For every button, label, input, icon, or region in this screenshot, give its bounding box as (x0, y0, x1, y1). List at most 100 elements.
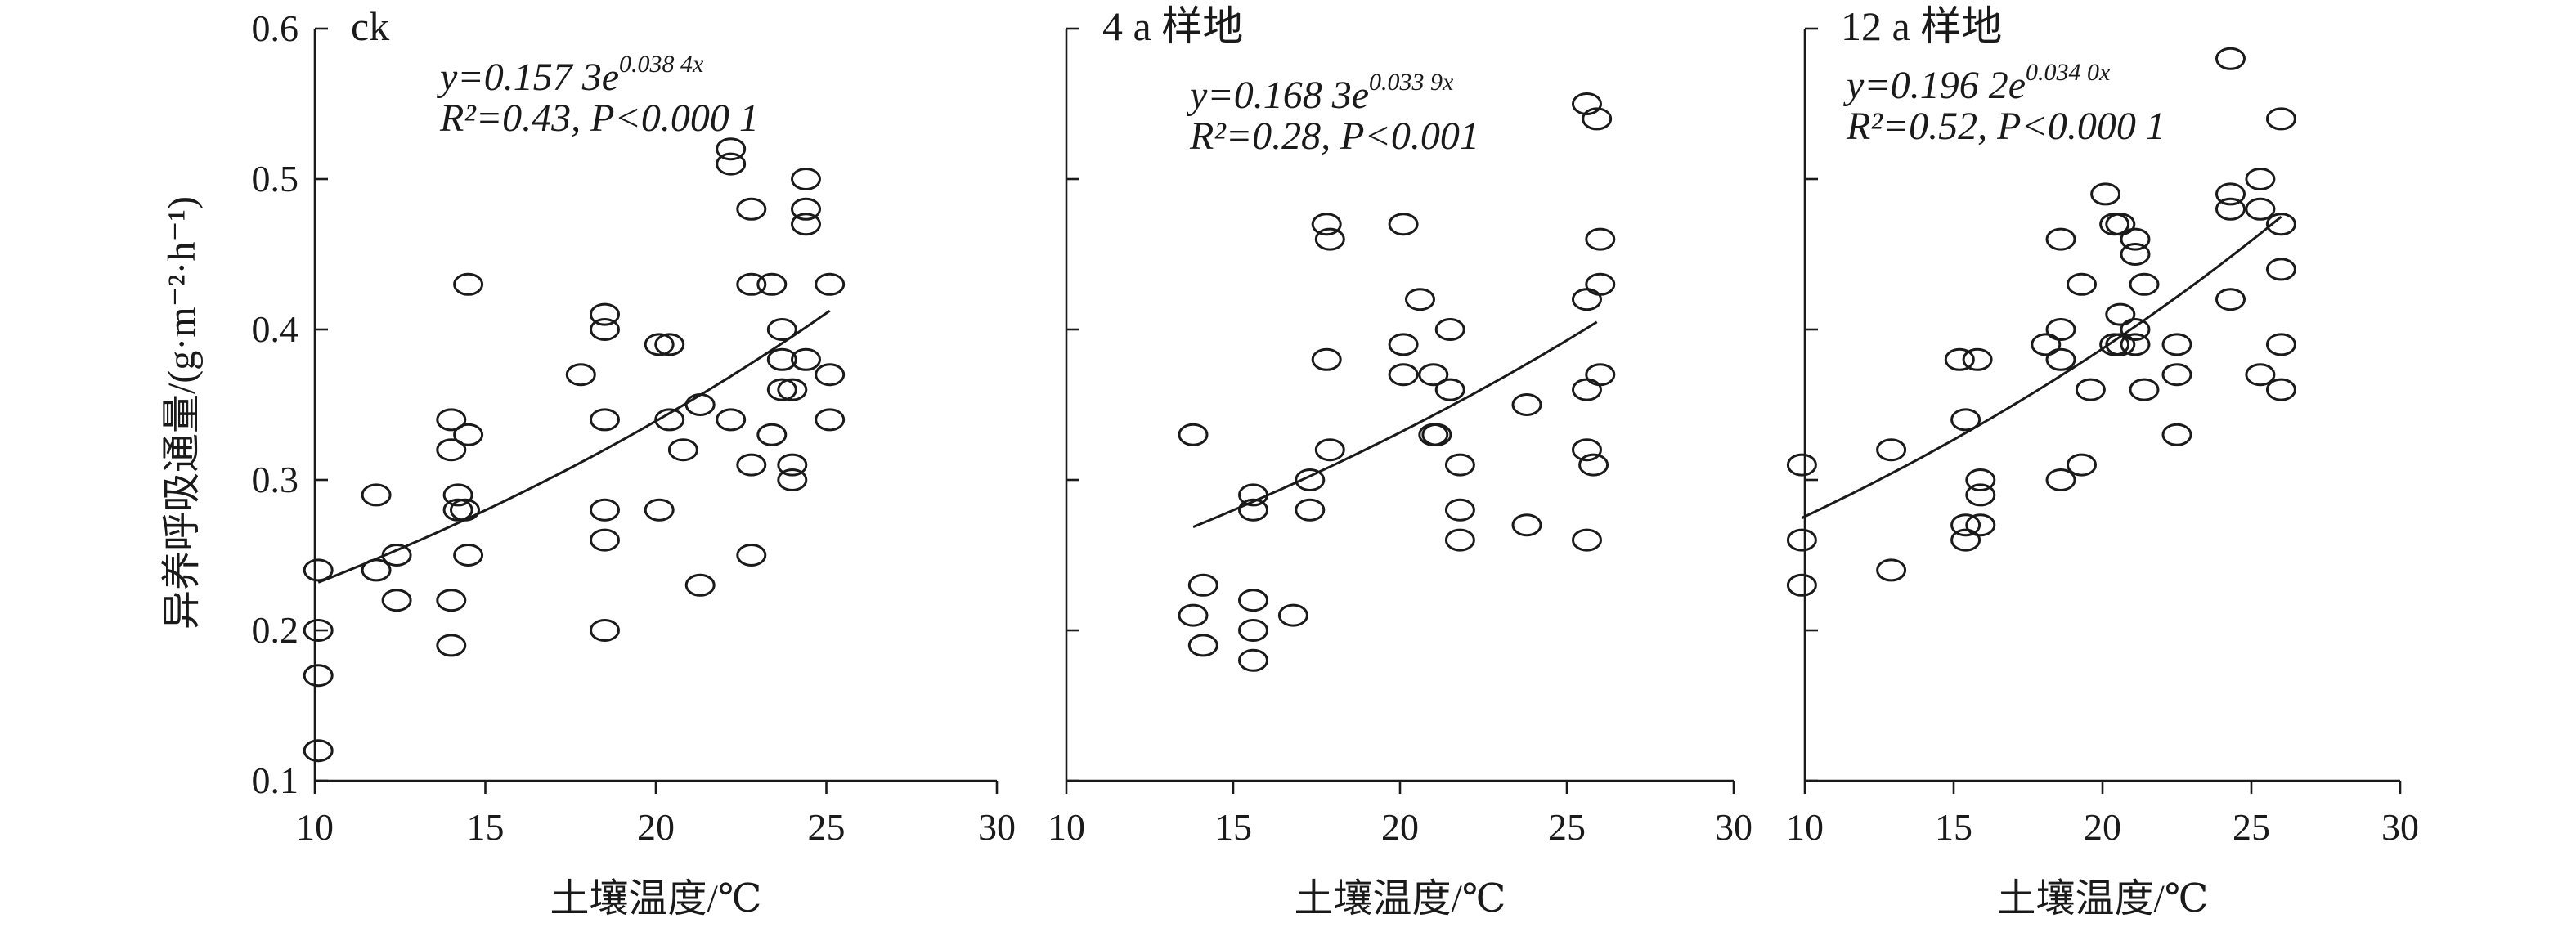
x-tick-label: 30 (2381, 806, 2419, 848)
data-point (1388, 363, 1419, 387)
x-tick-label: 30 (1715, 806, 1752, 848)
data-point (2265, 107, 2296, 131)
data-point (1238, 619, 1268, 642)
x-tick-label: 10 (1048, 806, 1085, 848)
data-point (453, 423, 484, 446)
x-tick-label: 25 (1548, 806, 1586, 848)
data-point (2120, 243, 2151, 266)
x-tick-label: 30 (978, 806, 1016, 848)
chart-panel-1: 0.1 0.2 0.3 0.4 0.5 0.6 10 15 20 25 30 土壤温度/℃ ck y=0.… (252, 3, 1016, 921)
data-point (2120, 318, 2151, 341)
x-tick-label: 20 (637, 806, 675, 848)
data-point (716, 408, 747, 432)
data-point (716, 152, 747, 176)
data-point (2105, 213, 2136, 236)
x-axis-label: 土壤温度/℃ (550, 877, 761, 921)
data-point (1314, 438, 1345, 462)
data-point (644, 333, 675, 356)
data-point (436, 634, 467, 657)
data-point (1314, 227, 1345, 251)
y-tick-label: 0.4 (252, 308, 299, 350)
data-point (1965, 483, 1996, 507)
data-point (590, 302, 620, 326)
data-point (1950, 528, 1981, 552)
data-point (1572, 92, 1602, 115)
x-tick-label: 20 (2084, 806, 2121, 848)
x-tick-label: 10 (296, 806, 334, 848)
data-point (2105, 333, 2136, 356)
data-point (1418, 363, 1449, 387)
data-point (736, 197, 767, 221)
data-point (1950, 513, 1981, 537)
fit-equation: y=0.196 2e0.034 0x (1842, 59, 2111, 107)
data-point (1582, 107, 1613, 131)
data-point (815, 408, 846, 432)
data-point (2245, 168, 2276, 190)
data-point (590, 528, 620, 552)
data-point (1585, 227, 1616, 251)
y-axis-label: 异养呼吸通量/(g·m⁻²·h⁻¹) (160, 196, 204, 630)
data-point (1311, 213, 1342, 236)
data-point (1572, 288, 1602, 311)
data-point (381, 589, 412, 612)
y-tick-label: 0.6 (252, 7, 299, 49)
data-point (1388, 333, 1419, 356)
x-tick-label: 10 (1786, 806, 1824, 848)
data-point (2161, 333, 2192, 356)
data-point (1238, 483, 1268, 507)
data-point (450, 498, 480, 522)
data-point (436, 438, 467, 462)
fit-equation: y=0.157 3e0.038 4x (436, 51, 704, 99)
data-point (684, 393, 716, 416)
data-point (1965, 468, 1996, 491)
panel-title: ck (351, 3, 389, 49)
panel-title: 4 a 样地 (1102, 3, 1243, 49)
data-point (590, 408, 620, 432)
x-tick-label: 25 (808, 806, 846, 848)
fit-curve (317, 309, 831, 584)
data-point (303, 664, 334, 688)
data-point (644, 498, 675, 522)
data-point (766, 378, 797, 401)
data-point (2129, 378, 2160, 401)
data-point (2067, 272, 2097, 296)
data-point (2245, 197, 2276, 221)
data-point (1965, 513, 1996, 537)
data-point (1295, 468, 1326, 491)
data-point (453, 544, 484, 567)
data-point (2215, 47, 2246, 70)
data-point (791, 197, 821, 221)
x-axis-label: 土壤温度/℃ (1294, 877, 1506, 921)
fit-statistics: R²=0.28, P<0.001 (1189, 114, 1479, 158)
data-point (2045, 347, 2076, 371)
data-point (1187, 634, 1218, 657)
data-point (1277, 603, 1308, 627)
data-point (756, 272, 788, 296)
data-point (1178, 423, 1209, 446)
data-point (791, 347, 821, 371)
data-point (1786, 573, 1817, 597)
data-point (442, 483, 473, 507)
data-point (1786, 453, 1817, 477)
data-point (777, 378, 808, 401)
data-point (381, 544, 412, 567)
data-point (1444, 498, 1475, 522)
data-point (791, 168, 821, 190)
data-point (2215, 182, 2246, 206)
data-point (2265, 213, 2296, 236)
data-point (1178, 603, 1209, 627)
y-tick-label: 0.3 (252, 459, 299, 500)
data-point (436, 589, 467, 612)
data-point (2075, 378, 2106, 401)
data-point (766, 347, 797, 371)
data-point (1311, 347, 1342, 371)
data-point (2120, 333, 2151, 356)
data-point (2161, 423, 2192, 446)
data-point (1238, 589, 1268, 612)
data-point (2245, 363, 2276, 387)
chart-panels: 0.1 0.2 0.3 0.4 0.5 0.6 10 15 20 25 30 土壤温度/℃ ck y=0.… (252, 3, 2420, 921)
data-point (815, 272, 846, 296)
data-point (2120, 227, 2151, 251)
fit-curve (1192, 320, 1598, 528)
data-point (2099, 213, 2130, 236)
